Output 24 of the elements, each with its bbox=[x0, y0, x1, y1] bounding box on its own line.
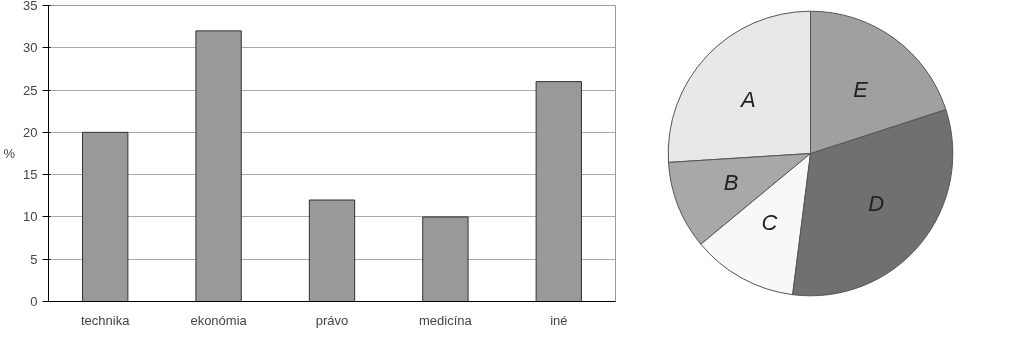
bar bbox=[308, 199, 356, 302]
x-tick-label: medicína bbox=[419, 312, 473, 328]
bar bbox=[535, 81, 582, 302]
y-tick-label: 25 bbox=[23, 82, 38, 98]
y-tick-label: 10 bbox=[23, 209, 38, 225]
y-tick-label: 30 bbox=[23, 40, 38, 56]
bar bbox=[422, 216, 469, 302]
x-tick-label: technika bbox=[80, 312, 131, 328]
slice-label: A bbox=[738, 87, 756, 113]
y-tick-label: 35 bbox=[23, 0, 38, 13]
x-tick-label: ekonómia bbox=[190, 312, 248, 328]
y-tick-label: 5 bbox=[30, 251, 38, 267]
bar bbox=[195, 30, 242, 302]
y-tick-label: 15 bbox=[23, 167, 38, 183]
x-tick-label: právo bbox=[315, 312, 349, 328]
slice-label: D bbox=[868, 191, 885, 217]
slice-label: E bbox=[853, 77, 869, 103]
bar bbox=[82, 131, 129, 302]
slice-label: B bbox=[723, 169, 739, 195]
slice-label: C bbox=[761, 209, 778, 235]
x-tick-label: iné bbox=[550, 312, 568, 328]
y-tick-label: 20 bbox=[23, 124, 38, 140]
y-axis-title: % bbox=[3, 146, 16, 161]
y-tick-label: 0 bbox=[30, 294, 38, 309]
